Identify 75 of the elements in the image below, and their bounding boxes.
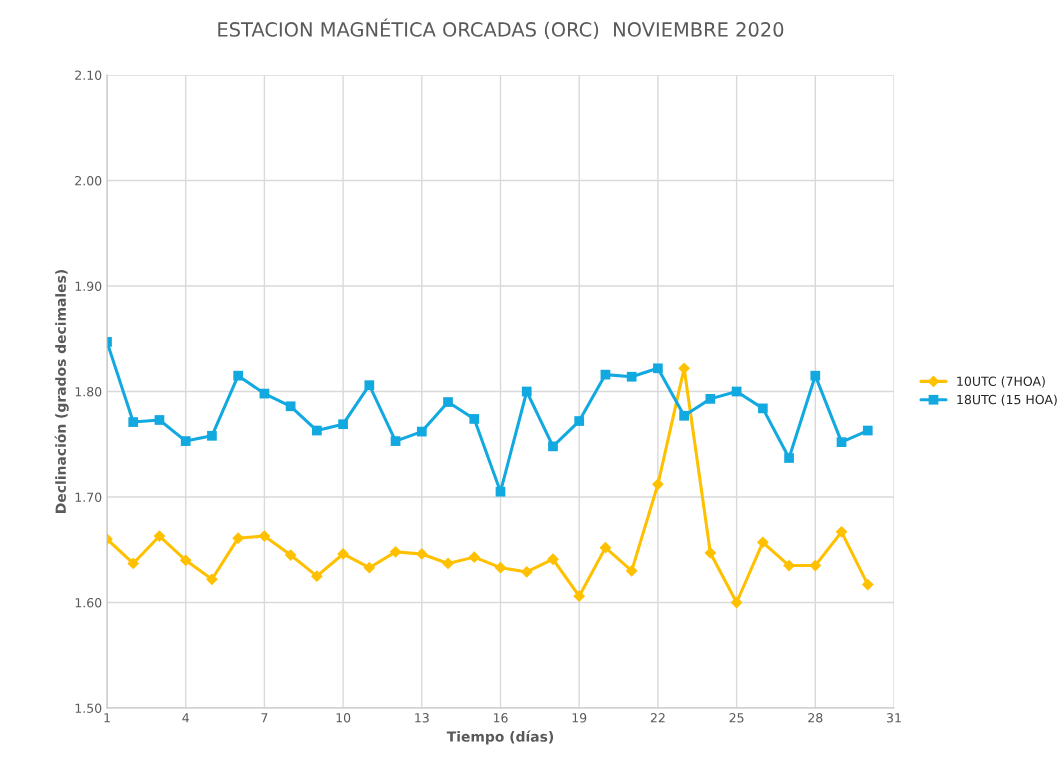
x-axis-title: Tiempo (días): [446, 730, 554, 745]
point: [494, 561, 507, 574]
point: [704, 547, 717, 559]
point: [783, 559, 795, 572]
point: [862, 425, 873, 436]
point: [285, 401, 296, 412]
x-tick-label: 16: [493, 713, 508, 723]
point: [416, 426, 427, 437]
point: [363, 561, 376, 574]
point: [180, 436, 191, 446]
point: [652, 478, 664, 491]
point: [547, 553, 559, 566]
y-tick-label: 1.50: [75, 703, 102, 713]
x-tick-label: 4: [182, 713, 189, 723]
x-tick-label: 28: [808, 713, 823, 723]
point: [599, 541, 612, 554]
point: [756, 536, 769, 549]
x-tick-label: 13: [415, 713, 429, 723]
point: [207, 430, 217, 441]
point: [573, 590, 586, 603]
point: [705, 394, 716, 404]
point: [757, 403, 768, 414]
point: [337, 548, 349, 560]
point: [233, 370, 244, 381]
point: [179, 554, 192, 567]
point: [653, 363, 663, 374]
point: [389, 545, 402, 558]
point: [284, 549, 297, 561]
point: [861, 578, 874, 591]
point: [836, 437, 847, 447]
x-tick-label: 10: [336, 713, 351, 723]
y-tick-label: 2.00: [75, 175, 102, 186]
point: [128, 417, 139, 427]
point: [835, 525, 848, 538]
point: [730, 596, 743, 609]
point: [810, 370, 821, 381]
point: [548, 441, 558, 452]
point: [206, 573, 218, 586]
point: [679, 410, 689, 421]
point: [626, 371, 637, 382]
point: [495, 486, 506, 497]
x-tick-label: 19: [572, 713, 587, 723]
point: [390, 436, 401, 446]
y-tick-label: 1.70: [75, 492, 102, 502]
point: [520, 566, 533, 578]
point: [574, 416, 585, 426]
y-tick-label: 1.60: [75, 597, 102, 608]
y-tick-label: 1.80: [75, 386, 102, 397]
point: [468, 551, 481, 564]
x-tick-label: 25: [729, 713, 744, 723]
y-tick-label: 2.10: [75, 70, 102, 80]
legend-label: 10UTC (7HOA): [957, 376, 1045, 388]
point: [310, 570, 323, 583]
point: [232, 532, 245, 545]
x-tick-label: 22: [650, 713, 665, 723]
point: [625, 564, 638, 577]
point: [521, 386, 532, 397]
y-axis-title: Declinación (grados decimales): [54, 270, 69, 513]
x-tick-label: 31: [887, 713, 901, 723]
point: [442, 557, 454, 570]
point: [364, 380, 375, 391]
point: [443, 397, 453, 407]
point: [127, 557, 140, 570]
chart-title: ESTACION MAGNÉTICA ORCADAS (ORC) NOVIEMBRE 2020: [218, 18, 784, 40]
point: [154, 415, 165, 425]
point: [469, 414, 480, 424]
point: [784, 453, 794, 463]
x-tick-label: 1: [104, 713, 110, 723]
point: [338, 419, 348, 430]
point: [312, 425, 322, 436]
legend-label: 18UTC (15 HOA): [957, 394, 1057, 406]
x-tick-label: 7: [261, 713, 268, 723]
point: [153, 530, 166, 542]
y-tick-label: 1.90: [75, 281, 102, 291]
point: [258, 530, 271, 542]
